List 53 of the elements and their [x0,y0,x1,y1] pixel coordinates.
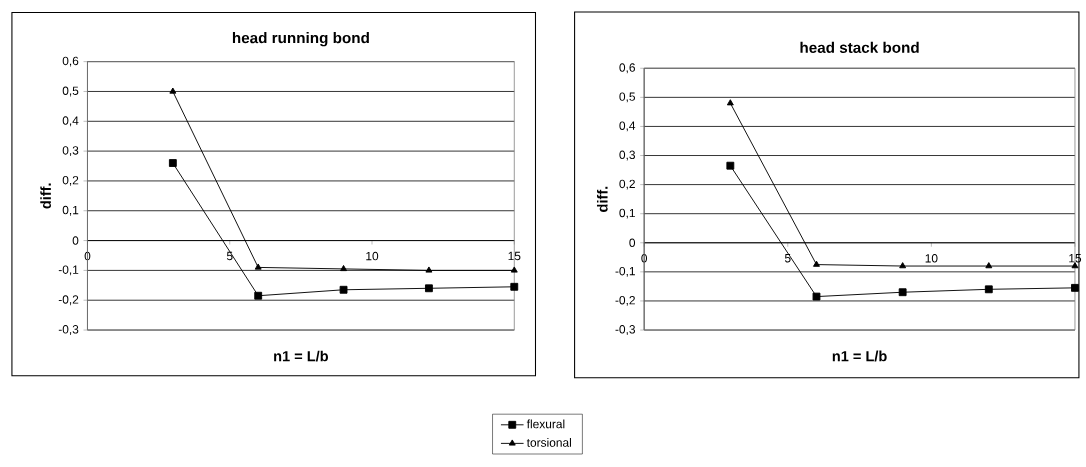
y-tick-label: 0,1 [619,208,635,219]
y-tick-label: 0,6 [619,63,635,74]
chart-title: head stack bond [800,41,919,53]
x-tick-label: 10 [366,251,379,261]
point [168,159,177,167]
y-tick-label: -0,3 [615,324,635,335]
y-axis-title: diff. [40,183,51,209]
y-tick-label: -0,2 [615,295,635,306]
y-tick-label: 0,1 [62,205,79,216]
y-tick-label: 0,5 [62,86,79,97]
point [254,291,263,300]
point [726,161,735,170]
point [898,288,907,297]
y-tick-label: 0,2 [62,175,79,186]
y-tick-label: 0,3 [62,146,79,156]
point [813,260,820,267]
y-tick-label: -0,2 [58,295,79,306]
y-tick-label: -0,1 [615,266,635,277]
y-tick-label: -0,3 [58,324,79,335]
point [510,266,518,273]
legend-label: flexural [526,419,565,429]
point [984,285,993,294]
x-tick-label: 15 [508,251,521,261]
y-tick-label: 0,5 [619,92,636,103]
x-axis-title: n1 = L/b [832,350,887,362]
x-tick-label: 0 [641,253,648,263]
point [812,292,821,301]
point [1071,283,1079,292]
y-tick-label: 0 [629,238,636,247]
x-axis-title: n1 = L/b [274,350,329,362]
point [169,87,177,94]
point [425,266,433,273]
legend-label: torsional [526,437,571,447]
y-tick-label: 0,3 [619,150,635,161]
x-tick-label: 5 [784,253,791,263]
x-tick-label: 5 [226,251,233,261]
point [254,263,262,270]
point [340,264,348,271]
y-tick-label: 0 [72,236,79,245]
y-axis-title: diff. [596,186,608,212]
y-tick-label: 0,2 [619,179,635,190]
y-tick-label: 0,6 [62,56,79,67]
point [726,99,734,106]
point [899,262,907,269]
point [425,284,433,293]
y-tick-label: 0,4 [619,121,636,132]
y-tick-label: 0,4 [62,116,79,127]
x-tick-label: 10 [925,253,938,263]
y-tick-label: -0,1 [58,265,79,276]
point [339,285,348,294]
point [510,282,519,291]
point [985,262,993,269]
chart-title: head running bond [232,31,369,47]
